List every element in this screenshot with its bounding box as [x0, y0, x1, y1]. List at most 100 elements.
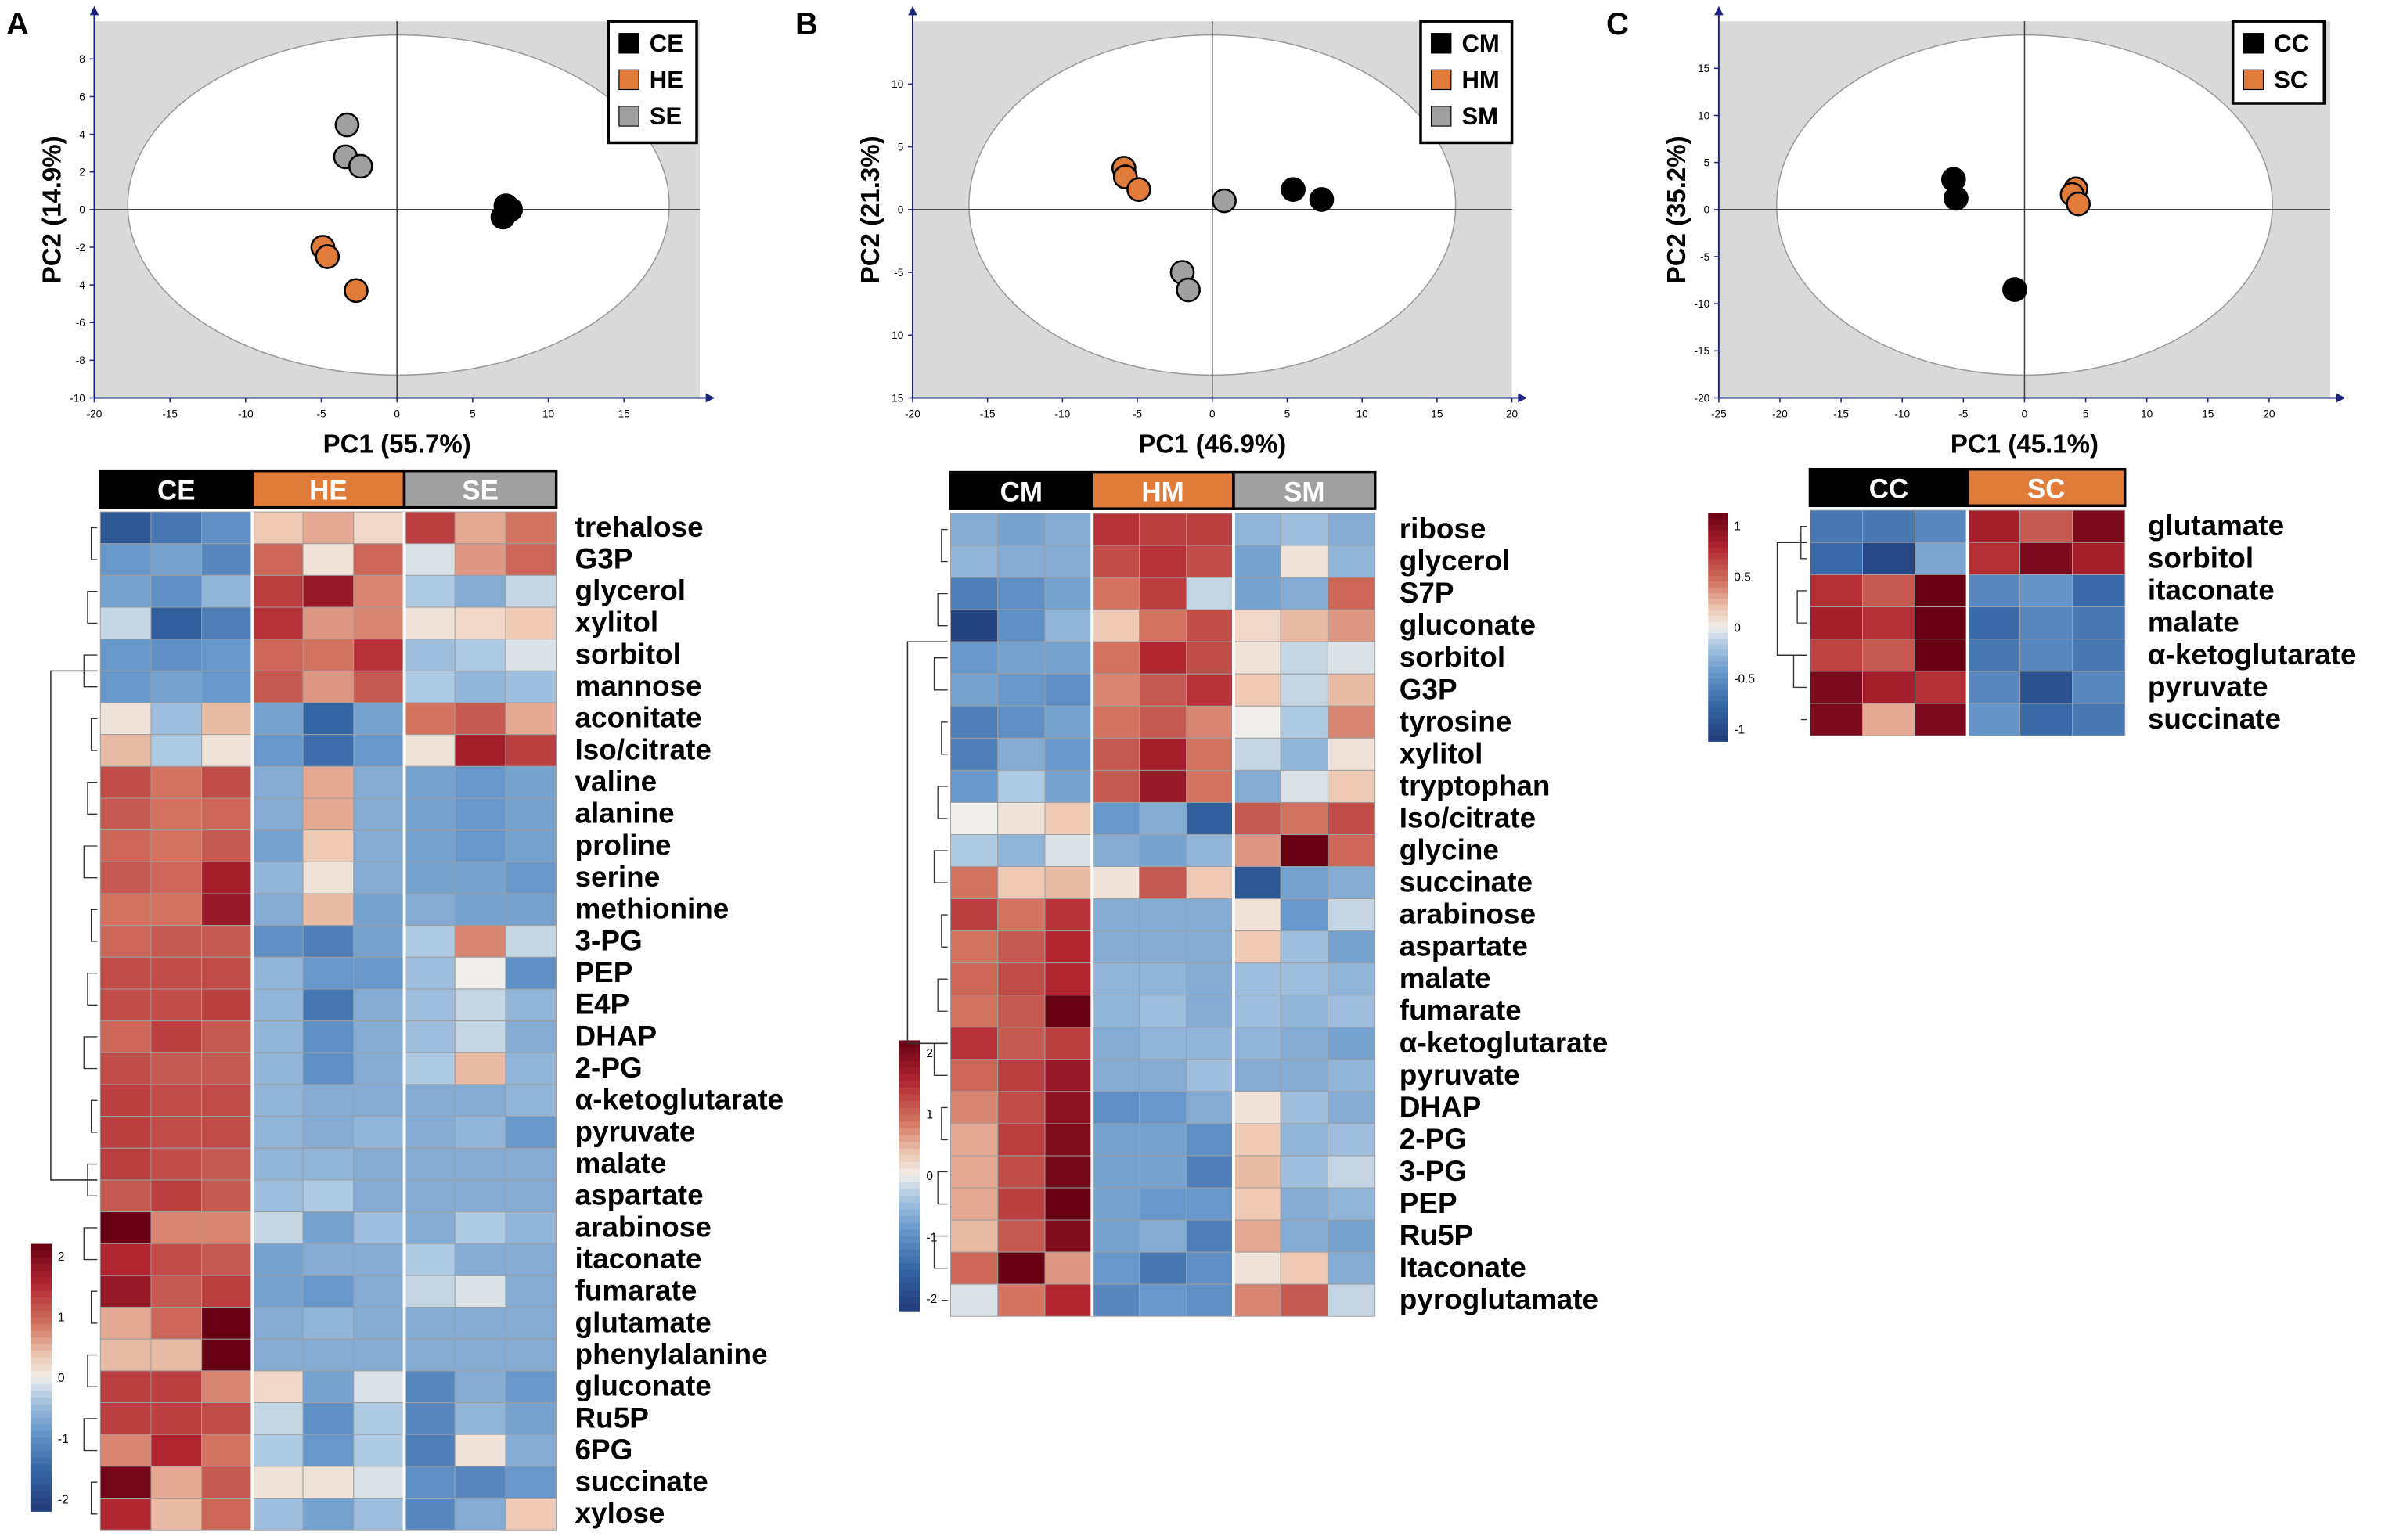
- heatmap-cell: [997, 513, 1046, 546]
- heatmap-cell: [404, 1402, 456, 1435]
- heatmap-cell: [1915, 671, 1969, 704]
- heatmap-cell: [950, 609, 999, 642]
- group-header-sc: [1965, 467, 2127, 508]
- heatmap-cell: [1233, 513, 1281, 546]
- row-label: methionine: [575, 893, 730, 925]
- heatmap-cell: [251, 606, 304, 640]
- heatmap-cell: [997, 1123, 1046, 1157]
- heatmap-cell: [353, 606, 405, 640]
- heatmap-cell: [150, 734, 203, 767]
- y-tick-label: -10: [1695, 298, 1710, 310]
- heatmap-cell: [1233, 1059, 1281, 1092]
- heatmap-cell: [454, 765, 506, 799]
- colorbar-segment: [1708, 547, 1728, 554]
- heatmap-cell: [2072, 639, 2126, 672]
- colorbar-tick-label: 0: [926, 1170, 933, 1183]
- row-label: glycine: [1400, 834, 1499, 866]
- heatmap-cell: [1809, 574, 1863, 608]
- heatmap-cell: [150, 765, 203, 799]
- point-cc: [1944, 185, 1969, 211]
- heatmap-cell: [353, 1498, 405, 1531]
- legend-swatch-hm: [1431, 69, 1452, 91]
- dendrogram-leaf: [83, 1227, 98, 1261]
- heatmap-cell: [1862, 509, 1916, 543]
- heatmap-cell: [1186, 769, 1234, 803]
- dendrogram-leaf: [83, 1418, 98, 1452]
- colorbar-tick-label: -2: [58, 1493, 69, 1506]
- dendrogram-leaf: [933, 657, 948, 691]
- colorbar-segment: [30, 1424, 52, 1432]
- heatmap-cell: [99, 1211, 152, 1244]
- group-header-se: [402, 469, 558, 509]
- heatmap-cell: [454, 893, 506, 927]
- panel-label-b: B: [795, 7, 818, 41]
- heatmap-cell: [1915, 639, 1969, 672]
- x-tick-label: -5: [1133, 408, 1142, 420]
- heatmap-cell: [99, 765, 152, 799]
- heatmap-cell: [302, 765, 355, 799]
- heatmap-cell: [251, 1147, 304, 1181]
- heatmap-cell: [454, 734, 506, 767]
- heatmap-cell: [1186, 1219, 1234, 1253]
- heatmap-cell: [1915, 703, 1969, 736]
- y-axis-arrow: [1714, 5, 1724, 16]
- group-header-label: SE: [462, 476, 499, 506]
- heatmap-cell: [997, 641, 1046, 675]
- heatmap-cell: [353, 1147, 405, 1181]
- dendrogram-leaf: [941, 528, 948, 563]
- heatmap-cell: [997, 1283, 1046, 1317]
- heatmap-cell: [1044, 1027, 1093, 1060]
- heatmap-cell: [454, 1052, 506, 1085]
- legend-label-sm: SM: [1461, 103, 1498, 130]
- heatmap-cell: [1233, 577, 1281, 610]
- heatmap-cell: [150, 1052, 203, 1085]
- group-header-sm: [1232, 470, 1377, 510]
- row-label: itaconate: [575, 1243, 702, 1275]
- x-tick-label: 10: [1356, 408, 1369, 420]
- colorbar-segment: [30, 1383, 52, 1392]
- heatmap-cell: [1280, 609, 1328, 642]
- heatmap-cell: [1139, 1027, 1187, 1060]
- heatmap-cell: [404, 925, 456, 958]
- y-tick-label: 8: [79, 53, 85, 65]
- heatmap-cell: [201, 1338, 253, 1372]
- heatmap-cell: [150, 1370, 203, 1404]
- heatmap-cell: [1233, 1187, 1281, 1221]
- heatmap-cell: [1280, 1123, 1328, 1157]
- colorbar-segment: [1708, 536, 1728, 543]
- heatmap-cell: [1233, 769, 1281, 803]
- colorbar-segment: [30, 1417, 52, 1425]
- heatmap-cell: [1280, 737, 1328, 771]
- row-label: DHAP: [1400, 1091, 1482, 1123]
- colorbar-segment: [1708, 661, 1728, 668]
- heatmap-cell: [302, 1179, 355, 1213]
- y-tick-label: 15: [1698, 63, 1709, 74]
- heatmap-cell: [353, 734, 405, 767]
- heatmap-cell: [1044, 834, 1093, 868]
- heatmap-cell: [201, 1052, 253, 1085]
- x-tick-label: 5: [1284, 408, 1291, 420]
- heatmap-cell: [99, 1434, 152, 1467]
- heatmap-cell: [1091, 705, 1140, 739]
- heatmap-cell: [251, 765, 304, 799]
- heatmap-cell: [1233, 1251, 1281, 1285]
- heatmap-cell: [201, 1275, 253, 1308]
- point-cc: [2002, 277, 2027, 302]
- heatmap-cell: [950, 1059, 999, 1092]
- row-label: mannose: [575, 670, 702, 702]
- heatmap-cell: [1967, 542, 2021, 575]
- heatmap-cell: [99, 1052, 152, 1085]
- heatmap-cell: [251, 639, 304, 671]
- colorbar-segment: [1708, 627, 1728, 634]
- heatmap-cell: [353, 1052, 405, 1085]
- heatmap-cell: [1280, 801, 1328, 835]
- pca-scale-group: -25 -20 -15 -10 -5 0 5 10 15 20-20-15-10-5051015P…: [1662, 5, 2346, 458]
- heatmap-cell: [150, 702, 203, 736]
- heatmap-cell: [454, 797, 506, 831]
- colorbar-tick-label: 1: [1734, 520, 1741, 533]
- heatmap-cell: [251, 1402, 304, 1435]
- colorbar-segment: [899, 1236, 920, 1244]
- heatmap-cell: [150, 829, 203, 862]
- colorbar-segment: [30, 1304, 52, 1312]
- dendrogram-leaf: [90, 718, 98, 751]
